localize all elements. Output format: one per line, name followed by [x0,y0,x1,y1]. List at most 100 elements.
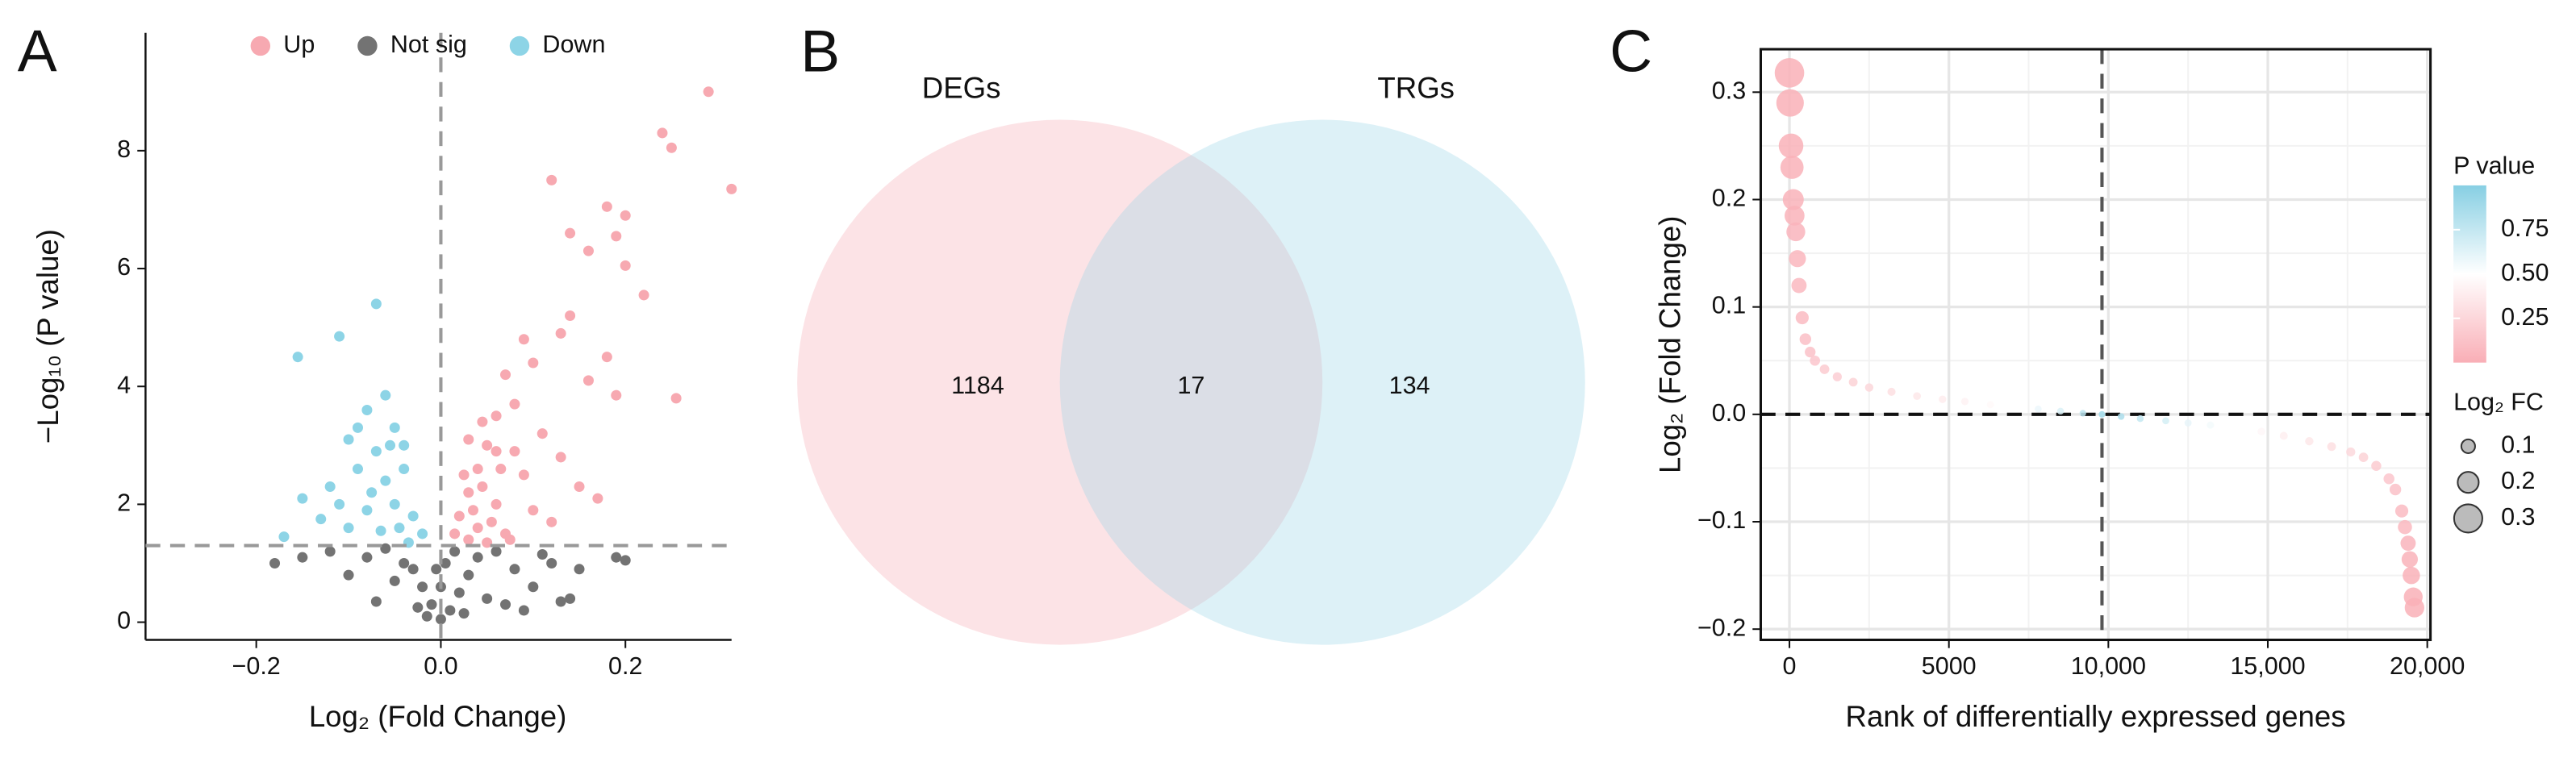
point [2257,427,2265,435]
point [592,493,603,504]
point [670,393,682,404]
colorbar-label: 0.75 [2501,214,2549,242]
point [509,398,520,410]
point [453,510,465,522]
point [412,602,424,613]
point [528,357,539,369]
colorbar-label: 0.25 [2501,303,2549,331]
point [2118,413,2125,420]
point [1774,58,1805,88]
point [703,86,714,98]
point [1780,156,1804,179]
point [2305,436,2314,446]
point [1832,372,1842,381]
point [491,498,502,510]
legend-label: Not sig [390,31,467,58]
point [536,549,548,560]
point [2035,405,2042,413]
point [445,605,456,616]
point [482,537,493,548]
point [361,505,373,516]
point [1864,383,1874,392]
y-tick-label: 0.1 [1712,292,1746,319]
y-tick-label: 8 [117,135,131,163]
point [375,525,386,536]
point [491,546,502,557]
y-tick-label: 0.2 [1712,185,1746,212]
region-count: 1184 [951,372,1004,399]
point [2371,460,2382,471]
point [278,531,290,543]
point [463,434,474,445]
point [380,475,391,486]
point [1960,398,1969,406]
size-key [2457,471,2480,494]
x-tick-label: 20,000 [2390,652,2465,680]
point [472,552,483,563]
point [477,481,488,492]
point [620,210,631,221]
point [601,201,612,212]
point [394,523,405,534]
plot-border [1759,48,2432,642]
point [370,446,382,457]
point [1805,346,1816,358]
point [449,546,461,557]
point [2098,410,2106,418]
point [565,310,576,322]
point [2279,431,2288,440]
x-tick-label: 0.0 [424,652,457,680]
point [574,481,585,492]
point [2184,419,2192,427]
point [361,552,373,563]
point [504,534,516,545]
set-label: TRGs [1377,72,1455,105]
legend-title: Log₂ FC [2453,389,2544,416]
point [399,557,410,569]
point [315,514,327,525]
y-tick-label: 0 [117,607,131,635]
point [2232,424,2240,432]
y-tick-label: 0.0 [1712,399,1746,427]
point [431,564,442,575]
point [2383,473,2394,485]
point [574,564,585,575]
point [1939,395,1947,403]
point [1810,355,1820,366]
y-tick-label: 2 [117,489,131,516]
point [565,227,576,239]
point [657,127,668,139]
point [467,505,478,516]
point [2401,551,2419,568]
point [518,469,529,481]
point [1786,222,1806,242]
point [458,469,470,481]
point [1913,392,1922,401]
point [2056,407,2065,415]
point [297,552,308,563]
point [1986,401,1994,409]
point [463,534,474,545]
point [366,487,378,498]
point [555,327,566,339]
legend-marker [357,35,378,56]
point [352,422,363,433]
point [2398,519,2412,535]
point [370,298,382,310]
point [440,557,451,569]
point [499,369,511,381]
point [582,375,594,386]
point [491,446,502,457]
point [546,174,557,185]
point [509,564,520,575]
x-tick-label: 5000 [1922,652,1977,680]
point [1778,133,1804,159]
x-tick-label: −0.2 [232,652,281,680]
size-label: 0.3 [2501,503,2535,531]
x-tick-label: 10,000 [2071,652,2146,680]
point [486,516,497,527]
point [352,464,363,475]
point [546,516,557,527]
point [2207,421,2215,429]
point [334,331,345,342]
